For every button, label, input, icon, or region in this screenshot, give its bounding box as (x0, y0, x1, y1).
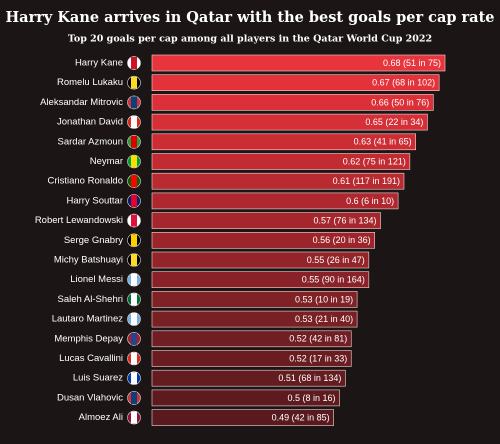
flag-stripe (131, 254, 137, 266)
category-label: Neymar (90, 156, 123, 167)
category-label: Robert Lewandowski (35, 215, 123, 226)
bar (151, 369, 346, 387)
value-label: 0.68 (51 in 75) (383, 58, 441, 68)
bar (151, 94, 434, 111)
bar (151, 350, 352, 367)
value-label: 0.5 (8 in 16) (287, 393, 335, 403)
category-label: Lionel Messi (70, 274, 123, 285)
value-label: 0.62 (75 in 121) (343, 156, 406, 166)
value-label: 0.51 (68 in 134) (278, 373, 341, 383)
bar (151, 113, 428, 131)
category-label: Almoez Ali (79, 412, 123, 423)
flag-stripe (131, 372, 137, 385)
bar (151, 251, 370, 269)
value-label: 0.67 (68 in 102) (372, 78, 435, 88)
bar (151, 310, 358, 328)
bar (151, 54, 446, 72)
flag-stripe (131, 352, 137, 365)
value-label: 0.55 (90 in 164) (302, 275, 365, 285)
bar (151, 330, 352, 348)
flag-stripe (131, 76, 137, 89)
bar (151, 389, 340, 407)
flag-stripe (131, 234, 137, 247)
bar (151, 172, 405, 190)
bar (151, 291, 358, 308)
flag-stripe (131, 214, 137, 227)
chart-title: Harry Kane arrives in Qatar with the bes… (5, 9, 494, 26)
category-label: Romelu Lukaku (57, 77, 123, 88)
flag-stripe (131, 313, 137, 326)
bar (151, 409, 334, 426)
flag-stripe (131, 135, 137, 148)
category-label: Sardar Azmoun (58, 136, 123, 147)
bar (151, 212, 381, 229)
category-label: Memphis Depay (54, 333, 123, 344)
value-label: 0.56 (20 in 36) (313, 235, 371, 245)
value-label: 0.57 (76 in 134) (313, 215, 376, 225)
category-label: Cristiano Ronaldo (47, 176, 123, 187)
category-label: Lucas Cavallini (59, 353, 123, 364)
flag-stripe (131, 332, 137, 345)
flag-stripe (131, 175, 137, 188)
flag-stripe (131, 273, 137, 286)
value-label: 0.66 (50 in 76) (371, 97, 429, 107)
flag-stripe (131, 96, 137, 109)
bar (151, 153, 411, 170)
flag-stripe (131, 391, 137, 404)
bar (151, 271, 370, 289)
value-label: 0.55 (26 in 47) (307, 255, 365, 265)
value-label: 0.52 (42 in 81) (289, 334, 347, 344)
bar (151, 74, 440, 91)
flag-stripe (131, 155, 137, 168)
bar (151, 232, 375, 249)
flag-stripe (131, 293, 137, 306)
category-label: Jonathan David (57, 117, 123, 128)
value-label: 0.53 (10 in 19) (295, 294, 353, 304)
value-label: 0.52 (17 in 33) (289, 353, 347, 363)
value-label: 0.6 (6 in 10) (346, 196, 394, 206)
value-label: 0.65 (22 in 34) (365, 117, 423, 127)
category-label: Aleksandar Mitrovic (40, 97, 123, 108)
flag-stripe (131, 116, 137, 129)
flag-stripe (131, 57, 137, 69)
category-label: Lautaro Martinez (52, 314, 124, 325)
category-label: Luis Suarez (73, 373, 123, 384)
value-label: 0.61 (117 in 191) (333, 176, 400, 186)
category-label: Serge Gnabry (64, 235, 123, 246)
chart-subtitle: Top 20 goals per cap among all players i… (68, 34, 432, 45)
flag-stripe (131, 194, 137, 207)
bar (151, 133, 417, 151)
flag-stripe (131, 411, 137, 424)
bar (151, 192, 399, 210)
value-label: 0.49 (42 in 85) (272, 412, 330, 422)
category-label: Michy Batshuayi (54, 255, 123, 266)
value-label: 0.53 (21 in 40) (295, 314, 353, 324)
category-label: Saleh Al-Shehri (58, 294, 123, 305)
category-label: Dusan Vlahovic (57, 392, 123, 403)
category-label: Harry Souttar (67, 195, 124, 206)
category-label: Harry Kane (75, 58, 123, 69)
value-label: 0.63 (41 in 65) (354, 137, 412, 147)
